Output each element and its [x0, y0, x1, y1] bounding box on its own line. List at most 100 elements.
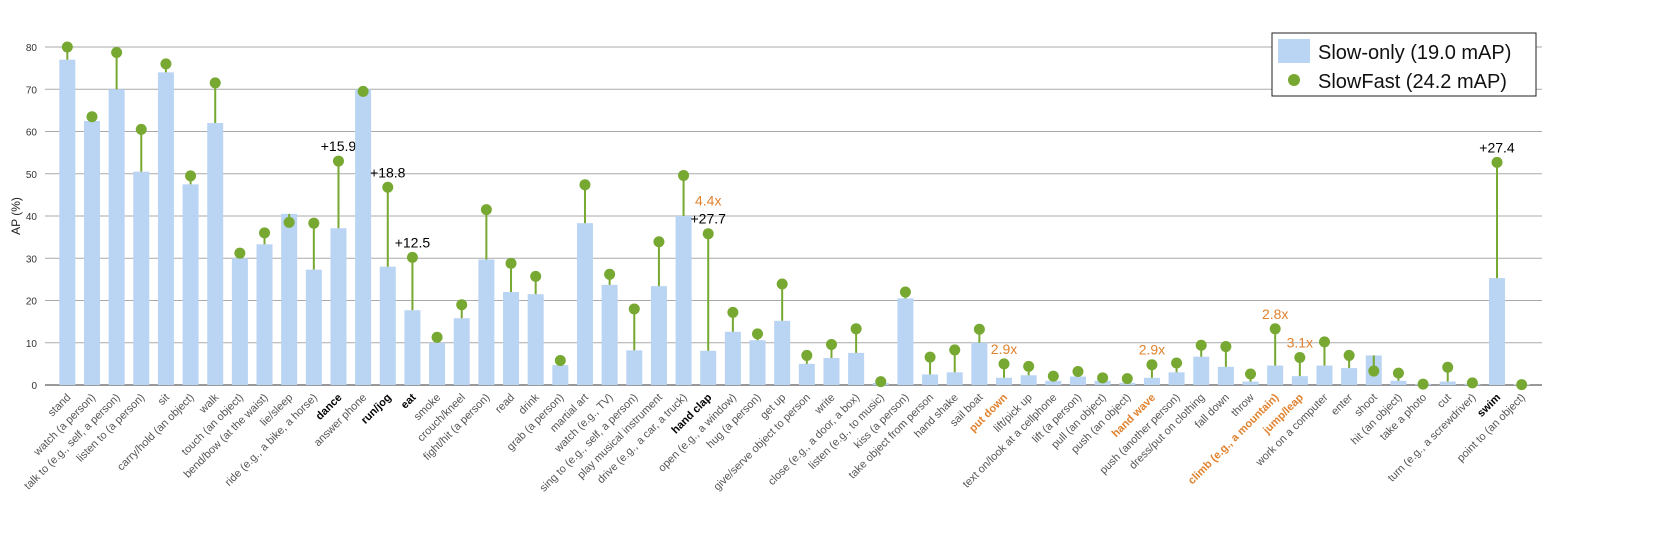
bar	[133, 171, 150, 385]
x-tick-label: turn (e.g., a screwdriver)	[1386, 392, 1479, 485]
bar	[724, 331, 741, 385]
annotation: +27.4	[1479, 139, 1515, 155]
bar	[675, 216, 692, 385]
dot	[456, 299, 468, 311]
bar	[996, 377, 1013, 385]
dot	[554, 354, 566, 366]
y-tick-label: 50	[26, 170, 38, 181]
bar	[749, 340, 766, 385]
y-tick-label: 30	[26, 254, 38, 265]
annotation: +27.7	[691, 211, 727, 227]
dot	[825, 338, 837, 350]
dot	[480, 204, 492, 216]
legend-box	[1271, 32, 1537, 97]
y-tick-label: 80	[26, 43, 38, 54]
dot	[899, 286, 911, 298]
dot	[406, 251, 418, 263]
dot	[949, 344, 961, 356]
annotation: 3.1x	[1287, 335, 1313, 351]
y-tick-label: 70	[26, 85, 38, 96]
bar	[379, 266, 396, 385]
dot	[357, 85, 369, 97]
bar	[1267, 365, 1284, 385]
bar	[971, 342, 988, 385]
dot	[727, 306, 739, 318]
dot	[135, 123, 147, 135]
bar	[1168, 372, 1185, 385]
dot	[752, 328, 764, 340]
dot	[604, 268, 616, 280]
dot	[875, 376, 887, 388]
dot	[628, 303, 640, 315]
dot	[850, 323, 862, 335]
bar	[774, 320, 791, 385]
bar	[1069, 376, 1086, 385]
bar	[1242, 381, 1259, 385]
bar	[798, 363, 815, 385]
x-tick-label: sit	[156, 392, 172, 408]
bar	[1020, 375, 1037, 385]
bar	[59, 59, 76, 386]
x-tick-label: eat	[399, 391, 419, 411]
dot	[1491, 156, 1503, 168]
y-tick-label: 60	[26, 128, 38, 139]
bar	[1291, 376, 1308, 385]
bar	[576, 223, 593, 385]
x-tick-label: enter	[1329, 391, 1355, 417]
y-tick-label: 20	[26, 297, 38, 308]
bar	[1489, 278, 1506, 385]
annotation: 2.9x	[1139, 342, 1165, 358]
dot	[382, 181, 394, 193]
bar	[848, 352, 865, 385]
y-tick-label: 10	[26, 339, 38, 350]
annotation: 4.4x	[695, 193, 721, 209]
dot	[1023, 360, 1035, 372]
bar	[1439, 381, 1456, 385]
x-tick-label: talk to (e.g., self, a person)	[22, 392, 123, 493]
bar	[1143, 377, 1160, 385]
dot	[1245, 368, 1257, 380]
annotation: 2.9x	[991, 341, 1017, 357]
dot	[111, 46, 123, 58]
dot	[1466, 377, 1478, 389]
bar	[1316, 365, 1333, 385]
bar	[182, 184, 199, 385]
bar	[108, 89, 125, 385]
dot	[61, 41, 73, 53]
dot	[1294, 352, 1306, 364]
dot	[1072, 365, 1084, 377]
bar	[355, 89, 372, 385]
bar	[823, 357, 840, 385]
bar	[1193, 356, 1210, 385]
annotation: +15.9	[321, 138, 357, 154]
bar	[429, 342, 446, 385]
legend-label: SlowFast (24.2 mAP)	[1318, 71, 1507, 93]
dot	[185, 170, 197, 182]
bar	[1217, 366, 1234, 385]
dot	[1368, 365, 1380, 377]
y-tick-label: 40	[26, 212, 38, 223]
legend-swatch	[1278, 39, 1310, 63]
dot	[1097, 372, 1109, 384]
bar	[478, 259, 495, 385]
dot	[209, 77, 221, 89]
dot	[1516, 379, 1528, 391]
bar	[946, 372, 963, 385]
dot	[1392, 367, 1404, 379]
bar	[1045, 380, 1062, 385]
bar	[503, 292, 520, 385]
legend-label: Slow-only (19.0 mAP)	[1318, 42, 1511, 64]
x-tick-label: cut	[1435, 392, 1454, 411]
dot	[801, 349, 813, 361]
annotation: 2.8x	[1262, 306, 1288, 322]
y-tick-label: 0	[31, 381, 37, 392]
y-axis-label: AP (%)	[9, 197, 23, 235]
dot	[308, 217, 320, 229]
dot	[678, 169, 690, 181]
bar	[1390, 380, 1407, 385]
dot	[160, 58, 172, 70]
annotation: +18.8	[370, 164, 406, 180]
bar	[305, 269, 322, 385]
dot	[1121, 373, 1133, 385]
bar	[256, 244, 273, 385]
